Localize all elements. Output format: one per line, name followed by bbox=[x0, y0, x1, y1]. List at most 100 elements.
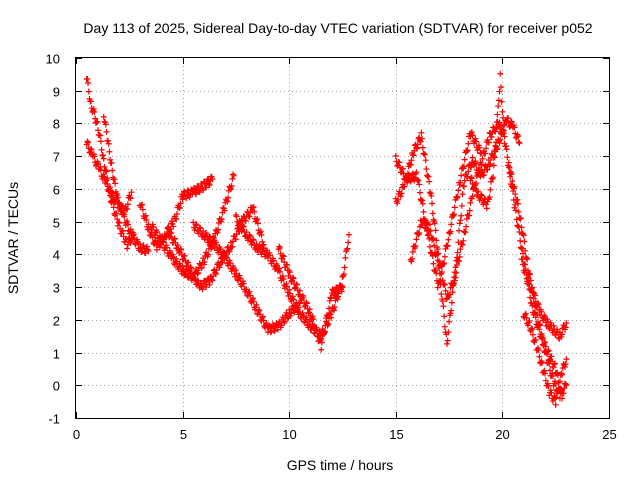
data-point bbox=[532, 314, 539, 321]
data-point bbox=[339, 273, 346, 280]
data-point bbox=[170, 254, 177, 261]
data-point bbox=[338, 288, 345, 295]
data-point bbox=[196, 260, 203, 267]
data-point bbox=[186, 194, 193, 201]
data-point bbox=[515, 133, 522, 140]
data-point bbox=[464, 173, 471, 180]
data-point bbox=[502, 143, 509, 150]
data-point bbox=[500, 114, 507, 121]
data-point bbox=[434, 246, 441, 253]
data-point bbox=[408, 157, 415, 164]
data-point bbox=[563, 320, 570, 327]
data-point bbox=[419, 200, 426, 207]
data-point bbox=[536, 326, 543, 333]
data-point bbox=[469, 154, 476, 161]
data-point bbox=[540, 341, 547, 348]
data-point bbox=[404, 170, 411, 177]
data-point bbox=[511, 204, 518, 211]
data-point bbox=[300, 294, 307, 301]
data-point bbox=[286, 290, 293, 297]
data-point bbox=[446, 318, 453, 325]
data-point bbox=[243, 229, 250, 236]
data-point bbox=[281, 318, 288, 325]
data-point bbox=[453, 194, 460, 201]
data-point bbox=[523, 314, 530, 321]
data-point bbox=[103, 168, 110, 175]
data-point bbox=[195, 269, 202, 276]
data-point bbox=[554, 369, 561, 376]
data-point bbox=[173, 216, 180, 223]
data-point bbox=[404, 175, 411, 182]
data-point bbox=[331, 292, 338, 299]
data-point bbox=[466, 207, 473, 214]
data-point bbox=[431, 220, 438, 227]
data-point bbox=[438, 291, 445, 298]
data-point bbox=[85, 88, 92, 95]
data-point bbox=[203, 284, 210, 291]
data-point bbox=[480, 172, 487, 179]
data-point bbox=[259, 313, 266, 320]
x-axis-label: GPS time / hours bbox=[287, 457, 394, 473]
data-point bbox=[493, 125, 500, 132]
y-tick-label: 9 bbox=[53, 85, 60, 100]
data-point bbox=[459, 191, 466, 198]
data-point bbox=[87, 98, 94, 105]
data-point bbox=[556, 378, 563, 385]
data-point bbox=[453, 254, 460, 261]
data-point bbox=[434, 284, 441, 291]
data-point bbox=[490, 153, 497, 160]
data-point bbox=[443, 340, 450, 347]
data-point bbox=[322, 322, 329, 329]
data-point bbox=[95, 127, 102, 134]
data-point bbox=[441, 260, 448, 267]
data-point bbox=[454, 249, 461, 256]
data-point bbox=[497, 84, 504, 91]
data-point bbox=[515, 208, 522, 215]
data-point bbox=[267, 252, 274, 259]
data-point bbox=[193, 191, 200, 198]
data-point bbox=[325, 311, 332, 318]
data-point bbox=[487, 160, 494, 167]
data-point bbox=[238, 228, 245, 235]
data-point bbox=[465, 168, 472, 175]
data-point bbox=[97, 163, 104, 170]
data-point bbox=[290, 275, 297, 282]
data-point bbox=[416, 189, 423, 196]
data-point bbox=[230, 171, 237, 178]
data-point bbox=[494, 111, 501, 118]
data-point bbox=[257, 228, 264, 235]
data-point bbox=[545, 383, 552, 390]
axis-ticks: 0 5 10 15 20 25 -1 0 1 2 3 4 5 6 7 8 9 10 bbox=[46, 52, 617, 443]
data-point bbox=[111, 176, 118, 183]
data-point bbox=[544, 316, 551, 323]
data-point bbox=[120, 209, 127, 216]
data-point bbox=[455, 187, 462, 194]
data-point bbox=[440, 303, 447, 310]
data-point bbox=[205, 181, 212, 188]
data-point bbox=[549, 373, 556, 380]
data-point bbox=[455, 239, 462, 246]
data-point bbox=[262, 251, 269, 258]
data-point bbox=[88, 146, 95, 153]
data-point bbox=[468, 175, 475, 182]
data-point bbox=[496, 139, 503, 146]
data-point bbox=[515, 223, 522, 230]
y-tick-label: 3 bbox=[53, 281, 60, 296]
data-point bbox=[236, 272, 243, 279]
x-tick-label: 15 bbox=[389, 427, 403, 442]
plot-frame bbox=[75, 57, 610, 419]
data-point bbox=[480, 171, 487, 178]
data-point bbox=[563, 356, 570, 363]
data-point bbox=[109, 189, 116, 196]
data-point bbox=[494, 145, 501, 152]
data-point bbox=[225, 194, 232, 201]
data-point bbox=[124, 221, 131, 228]
data-point bbox=[505, 164, 512, 171]
data-point bbox=[142, 212, 149, 219]
data-point bbox=[188, 265, 195, 272]
data-point bbox=[553, 394, 560, 401]
data-point bbox=[144, 243, 151, 250]
data-point bbox=[524, 322, 531, 329]
data-point bbox=[87, 146, 94, 153]
data-point bbox=[426, 243, 433, 250]
